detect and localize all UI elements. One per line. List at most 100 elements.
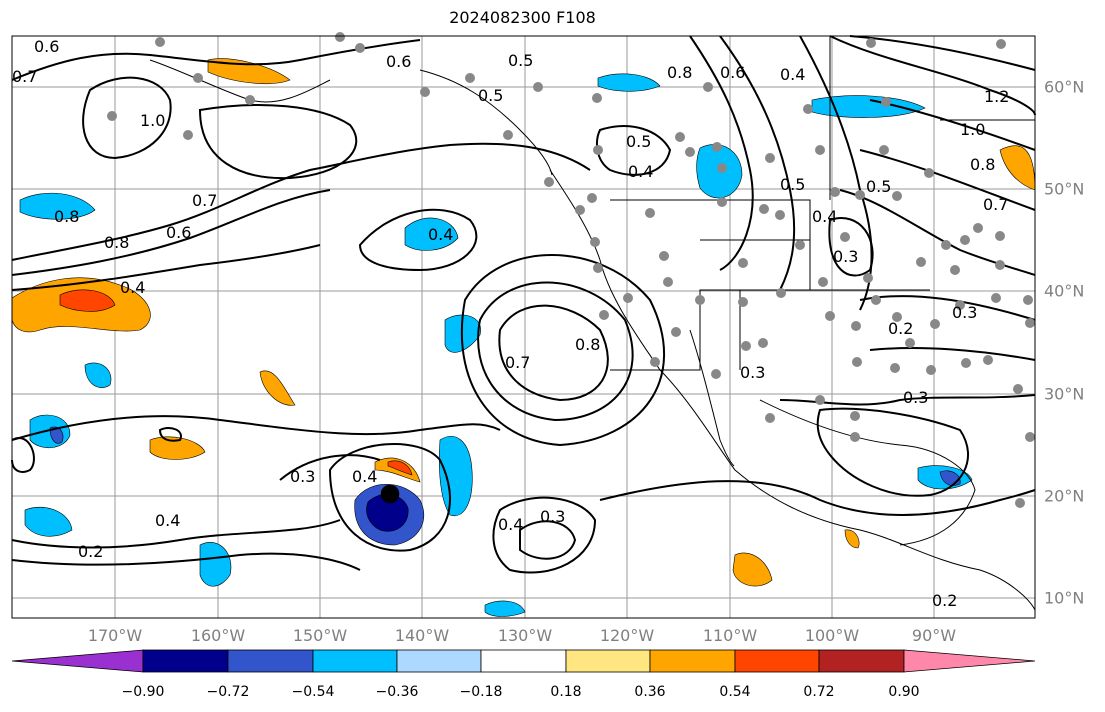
contour-label: 0.6 <box>720 63 745 82</box>
latitude-label: 60°N <box>1044 77 1085 97</box>
negative-anomaly <box>484 600 526 617</box>
map-title: 2024082300 F108 <box>449 8 596 27</box>
colorbar-tick-label: −0.90 <box>121 684 165 700</box>
contour-label: 0.3 <box>540 507 565 526</box>
contour-label: 1.0 <box>140 111 165 130</box>
contour-label: 0.5 <box>508 51 533 70</box>
contour-label: 0.4 <box>120 278 145 297</box>
contour-label: 0.3 <box>740 363 765 382</box>
longitude-label: 110°W <box>702 626 758 645</box>
contour-label: 0.6 <box>166 223 191 242</box>
contour-labels: 0.6 0.7 1.0 0.8 0.8 0.7 0.6 0.4 0.6 0.5 … <box>12 37 1009 610</box>
contour-label: 0.4 <box>155 511 180 530</box>
positive-anomaly <box>149 436 206 460</box>
negative-anomaly <box>597 73 661 92</box>
contour-label: 0.7 <box>12 67 37 86</box>
contour-label: 0.7 <box>983 195 1008 214</box>
colorbar-swatch <box>480 649 567 673</box>
colorbar-tick-label: −0.54 <box>291 684 335 700</box>
colorbar-tick-label: 0.54 <box>719 684 751 700</box>
negative-anomaly <box>19 192 96 220</box>
negative-anomaly <box>84 362 112 388</box>
map-border <box>11 35 1036 619</box>
negative-anomaly <box>24 506 73 537</box>
contour-label: 0.7 <box>192 191 217 210</box>
colorbar-tick-label: −0.72 <box>206 684 250 700</box>
contour-label: 0.8 <box>54 207 79 226</box>
contour-label: 1.0 <box>960 120 985 139</box>
latitude-label: 40°N <box>1044 281 1085 301</box>
contour-label: 0.4 <box>628 162 653 181</box>
colorbar-tick-label: 0.72 <box>803 684 835 700</box>
contour-label: 0.8 <box>970 155 995 174</box>
contour-label: 0.5 <box>478 86 503 105</box>
positive-anomaly <box>259 370 296 406</box>
colorbar-extend-low <box>11 649 144 673</box>
colorbar <box>11 649 1036 673</box>
contour-label: 0.6 <box>34 37 59 56</box>
contour-label: 0.8 <box>104 233 129 252</box>
contour-label: 0.3 <box>952 303 977 322</box>
colorbar-tick-label: 0.18 <box>550 684 582 700</box>
positive-anomaly-core <box>59 289 116 312</box>
contour-label: 0.4 <box>812 207 837 226</box>
colorbar-tick-label: −0.18 <box>459 684 503 700</box>
contour-label: 0.5 <box>866 177 891 196</box>
contour-label: 0.4 <box>780 65 805 84</box>
contour-label: 0.3 <box>833 247 858 266</box>
latitude-label: 50°N <box>1044 179 1085 199</box>
longitude-label: 130°W <box>497 626 553 645</box>
contour-label: 0.2 <box>888 319 913 338</box>
contour-label: 0.5 <box>626 132 651 151</box>
contour-label: 0.2 <box>78 542 103 561</box>
longitude-label: 150°W <box>292 626 348 645</box>
colorbar-tick-label: 0.36 <box>634 684 666 700</box>
positive-anomaly-core <box>387 460 413 476</box>
negative-anomaly <box>811 95 926 118</box>
contour-label: 0.8 <box>575 335 600 354</box>
longitude-label: 120°W <box>599 626 655 645</box>
positive-anomaly <box>844 529 860 549</box>
longitude-label: 170°W <box>87 626 143 645</box>
contour-label: 0.6 <box>386 52 411 71</box>
colorbar-swatch <box>142 649 229 673</box>
contour-label: 0.8 <box>667 63 692 82</box>
colorbar-swatch <box>312 649 398 673</box>
latitude-label: 10°N <box>1044 588 1085 608</box>
negative-anomaly <box>199 542 232 587</box>
latitude-label: 20°N <box>1044 486 1085 506</box>
colorbar-swatch <box>649 649 736 673</box>
strong-negative-anomaly <box>49 426 64 444</box>
negative-anomaly <box>439 435 473 517</box>
longitude-label: 140°W <box>394 626 450 645</box>
latitude-label: 30°N <box>1044 384 1085 404</box>
anomaly-shading <box>11 58 1036 617</box>
contour-label: 1.2 <box>984 87 1009 106</box>
contour-label: 0.4 <box>352 467 377 486</box>
colorbar-tick-label: 0.90 <box>888 684 920 700</box>
positive-anomaly <box>732 552 773 587</box>
contour-label: 0.3 <box>290 467 315 486</box>
contour-label: 0.4 <box>428 225 453 244</box>
contour-label: 0.2 <box>932 591 957 610</box>
colorbar-swatch <box>227 649 314 673</box>
colorbar-swatch <box>818 649 905 673</box>
positive-anomaly <box>207 58 291 84</box>
colorbar-swatch <box>734 649 820 673</box>
contour-label: 0.3 <box>903 388 928 407</box>
colorbar-swatch <box>396 649 482 673</box>
contour-label: 0.7 <box>505 353 530 372</box>
negative-anomaly <box>404 217 459 251</box>
longitude-label: 90°W <box>911 626 957 645</box>
station-markers <box>107 32 1035 508</box>
contour-label: 0.4 <box>498 515 523 534</box>
longitude-label: 160°W <box>190 626 246 645</box>
colorbar-swatch <box>565 649 651 673</box>
colorbar-extend-high <box>903 649 1036 673</box>
longitude-label: 100°W <box>804 626 860 645</box>
contour-label: 0.5 <box>780 175 805 194</box>
cyclone-center-marker <box>380 484 400 504</box>
positive-anomaly <box>374 457 421 483</box>
colorbar-tick-label: −0.36 <box>375 684 419 700</box>
